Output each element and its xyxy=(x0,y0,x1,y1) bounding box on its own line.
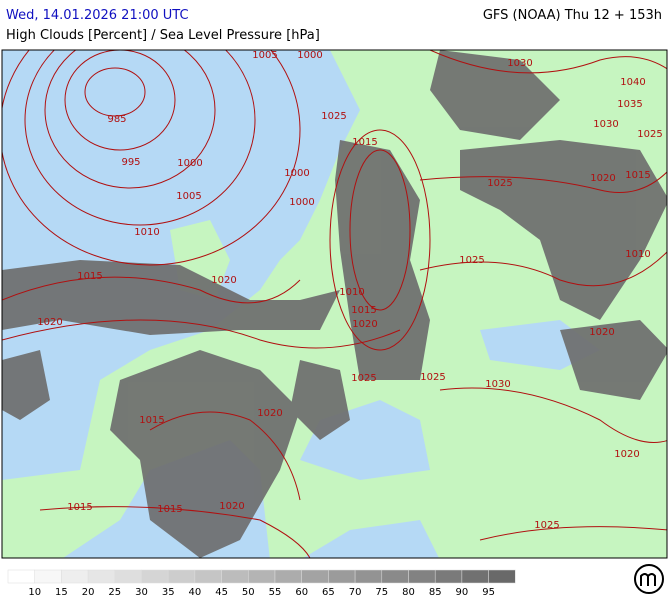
legend-swatch xyxy=(274,569,302,584)
legend-swatch xyxy=(301,569,329,584)
isobar-label: 1010 xyxy=(134,227,159,238)
legend-swatch xyxy=(7,569,35,584)
legend-swatch xyxy=(488,569,516,584)
isobar-label: 995 xyxy=(121,157,140,168)
isobar-label: 1025 xyxy=(420,372,445,383)
isobar-label: 1005 xyxy=(252,50,277,61)
map: 1000 1005 985 995 1000 1005 1010 1015 1020 1020 10… xyxy=(1,49,668,559)
legend-label: 85 xyxy=(429,587,442,598)
clouds xyxy=(2,50,667,558)
legend-label: 90 xyxy=(456,587,469,598)
isobar-label: 1010 xyxy=(339,287,364,298)
isobar-label: 1025 xyxy=(487,178,512,189)
isobar-label: 1000 xyxy=(177,158,202,169)
legend-label: 10 xyxy=(28,587,41,598)
legend-label: 35 xyxy=(162,587,175,598)
isobar-label: 1015 xyxy=(625,170,650,181)
legend-swatch xyxy=(34,569,62,584)
legend-swatch xyxy=(408,569,436,584)
legend-label: 20 xyxy=(82,587,95,598)
legend-swatch xyxy=(194,569,222,584)
isobar-label: 1025 xyxy=(351,373,376,384)
isobar-label: 1025 xyxy=(637,129,662,140)
isobar-label: 1010 xyxy=(625,249,650,260)
isobar-label: 1025 xyxy=(321,111,346,122)
isobar-label: 1015 xyxy=(351,305,376,316)
isobar-label: 1020 xyxy=(352,319,377,330)
legend-label: 55 xyxy=(269,587,282,598)
isobar-label: 1030 xyxy=(485,379,510,390)
isobar-label: 1025 xyxy=(534,520,559,531)
legend-swatch xyxy=(167,569,196,584)
legend-label: 50 xyxy=(242,587,255,598)
logo-mark xyxy=(640,573,656,586)
isobar-label: 1015 xyxy=(139,415,164,426)
isobar-label: 1015 xyxy=(77,271,102,282)
legend-label: 95 xyxy=(482,587,495,598)
legend-swatch xyxy=(248,569,276,584)
isobar-label: 1015 xyxy=(157,504,182,515)
legend: 10 15 20 25 30 35 40 45 50 55 60 65 70 75 80 85 90 95 xyxy=(7,569,516,598)
isobar-label: 1000 xyxy=(297,50,322,61)
model-run: GFS (NOAA) Thu 12 + 153h xyxy=(483,8,662,23)
isobar-label: 1020 xyxy=(219,501,244,512)
isobar-label: 1015 xyxy=(352,137,377,148)
logo[interactable] xyxy=(634,564,664,594)
legend-swatch xyxy=(381,569,409,584)
legend-label: 80 xyxy=(402,587,415,598)
legend-swatch xyxy=(354,569,383,584)
legend-swatch xyxy=(61,569,89,584)
isobar-label: 1030 xyxy=(593,119,618,130)
isobar-label: 985 xyxy=(107,114,126,125)
legend-swatch xyxy=(221,569,249,584)
isobar-label: 1035 xyxy=(617,99,642,110)
legend-label: 40 xyxy=(189,587,202,598)
datetime: Wed, 14.01.2026 21:00 UTC xyxy=(6,8,189,23)
legend-label: 15 xyxy=(55,587,68,598)
isobar-label: 1000 xyxy=(284,168,309,179)
legend-swatch xyxy=(328,569,356,584)
isobar-label: 1020 xyxy=(257,408,282,419)
subtitle: High Clouds [Percent] / Sea Level Pressu… xyxy=(6,28,320,43)
legend-label: 30 xyxy=(135,587,148,598)
legend-label: 65 xyxy=(322,587,335,598)
legend-swatch xyxy=(434,569,463,584)
isobar-label: 1020 xyxy=(37,317,62,328)
legend-label: 60 xyxy=(295,587,308,598)
isobar-label: 1005 xyxy=(176,191,201,202)
isobar-label: 1025 xyxy=(459,255,484,266)
legend-label: 70 xyxy=(349,587,362,598)
legend-label: 45 xyxy=(215,587,228,598)
isobar-label: 1015 xyxy=(67,502,92,513)
isobar-label: 1020 xyxy=(590,173,615,184)
isobar-label: 1000 xyxy=(289,197,314,208)
isobar-label: 1030 xyxy=(507,58,532,69)
legend-swatch xyxy=(87,569,116,584)
legend-swatch xyxy=(114,569,142,584)
isobar-label: 1040 xyxy=(620,77,645,88)
isobar-label: 1020 xyxy=(211,275,236,286)
isobars xyxy=(2,50,667,558)
legend-label: 25 xyxy=(108,587,121,598)
legend-swatch xyxy=(141,569,169,584)
legend-swatch xyxy=(461,569,489,584)
isobar-label: 1020 xyxy=(614,449,639,460)
isobar-label: 1020 xyxy=(589,327,614,338)
map-frame xyxy=(1,49,668,559)
legend-label: 75 xyxy=(375,587,388,598)
